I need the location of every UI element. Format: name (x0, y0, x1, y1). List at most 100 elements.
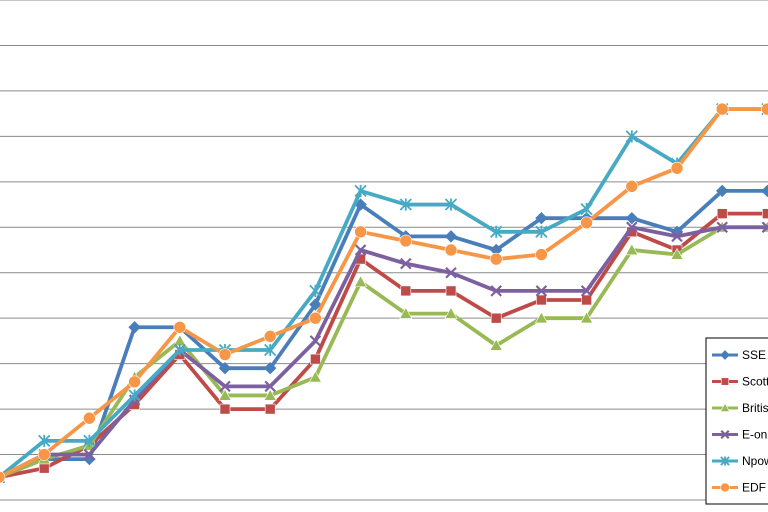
data-point (83, 434, 96, 448)
data-point (489, 252, 503, 266)
data-point (761, 102, 768, 116)
data-point (354, 184, 367, 198)
data-point (218, 361, 232, 375)
data-point (173, 343, 186, 357)
series-edf (0, 102, 768, 484)
legend-item: Npow (712, 454, 768, 468)
data-point (263, 361, 277, 375)
data-point (490, 225, 503, 238)
data-point (263, 330, 277, 343)
data-point (264, 343, 277, 357)
data-point (580, 285, 593, 297)
data-point (128, 321, 141, 334)
data-point (354, 275, 368, 287)
data-point (399, 198, 412, 211)
data-point (490, 312, 502, 324)
data-point (444, 307, 458, 319)
data-point (38, 462, 50, 474)
data-point (715, 102, 729, 116)
data-point (626, 221, 638, 234)
data-point (219, 403, 231, 415)
legend-item: SSE (712, 348, 766, 362)
series-line (0, 225, 768, 479)
series-line (0, 107, 768, 479)
data-point (536, 294, 547, 306)
data-point (444, 243, 458, 257)
data-point (263, 388, 277, 401)
data-point (670, 247, 684, 260)
data-point (625, 180, 639, 193)
legend-box (705, 337, 768, 505)
series-layer (0, 102, 768, 484)
legend-marker (719, 402, 731, 412)
data-point (308, 370, 322, 383)
data-point (490, 285, 502, 297)
legend-marker (720, 456, 730, 466)
legend-marker (720, 429, 730, 440)
data-point (399, 307, 413, 319)
data-point (762, 208, 768, 219)
legend-marker (720, 482, 730, 493)
data-point (309, 284, 322, 298)
legend-label: Scott (742, 375, 768, 389)
data-point (535, 225, 548, 238)
data-point (309, 311, 322, 325)
legend-marker (720, 350, 730, 360)
legend-marker (720, 377, 730, 386)
data-point (580, 311, 594, 324)
data-point (37, 448, 51, 461)
legend-label: SSE (742, 348, 766, 362)
data-point (625, 211, 639, 225)
data-point (444, 198, 458, 211)
legend-item: EDF (712, 481, 766, 495)
data-point (38, 434, 51, 448)
series-line (0, 107, 768, 479)
series-line (0, 225, 768, 479)
data-point (715, 184, 729, 198)
legend: SSE Scott Britis E-on Npow EDF (705, 337, 768, 505)
data-point (128, 375, 141, 389)
series-britis (0, 220, 768, 483)
data-point (670, 161, 684, 175)
data-point (580, 202, 593, 216)
data-point (218, 388, 232, 401)
data-point (83, 448, 96, 461)
data-point (264, 380, 276, 393)
data-point (445, 266, 457, 279)
data-point (671, 230, 683, 243)
data-point (535, 285, 548, 297)
legend-item: Britis (712, 401, 768, 415)
data-point (400, 285, 412, 297)
legend-item: E-on (712, 428, 767, 442)
data-point (535, 248, 548, 261)
series-scott (0, 208, 768, 483)
data-point (310, 353, 321, 365)
data-point (716, 208, 728, 219)
data-point (354, 225, 367, 239)
data-point (625, 130, 638, 143)
data-point (173, 320, 187, 334)
data-point (761, 221, 768, 234)
data-point (264, 403, 276, 415)
data-point (445, 285, 457, 297)
legend-label: E-on (742, 428, 767, 442)
data-point (128, 389, 141, 402)
data-point (219, 380, 231, 393)
data-point (309, 298, 322, 311)
legend-label: EDF (742, 481, 766, 495)
data-point (761, 184, 768, 198)
data-point (399, 234, 413, 248)
series-e-on (0, 221, 768, 484)
data-point (581, 294, 592, 306)
data-point (535, 211, 548, 225)
data-point (309, 335, 322, 347)
data-point (354, 244, 367, 256)
data-point (625, 243, 639, 256)
data-point (0, 471, 6, 484)
data-point (400, 257, 412, 270)
data-point (716, 221, 728, 234)
data-point (444, 230, 458, 243)
data-point (534, 311, 548, 324)
